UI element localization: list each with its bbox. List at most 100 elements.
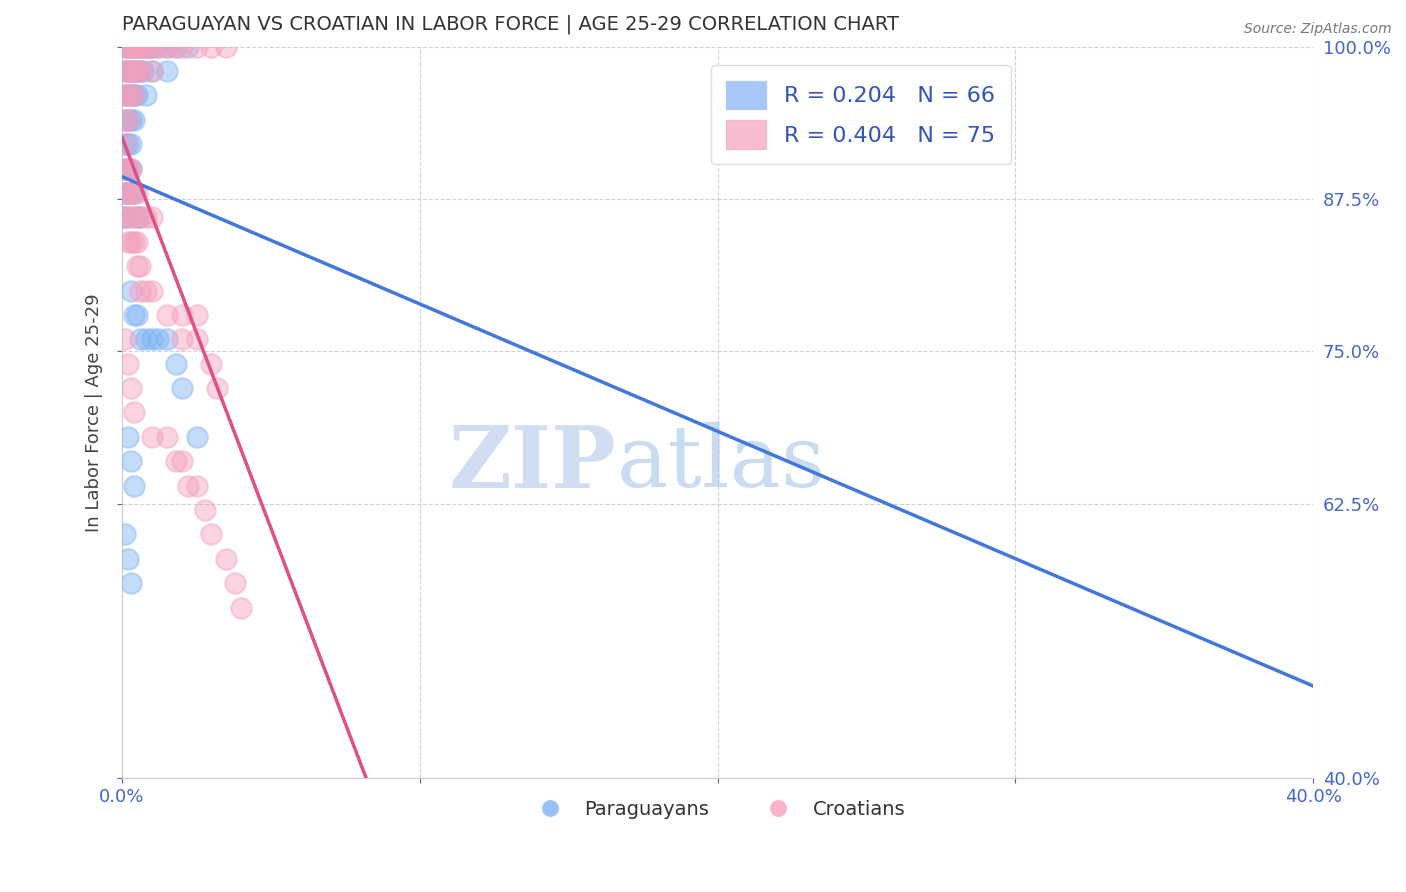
Point (170, 39, 193, 54)
Text: Source: ZipAtlas.com: Source: ZipAtlas.com (1244, 22, 1392, 37)
Point (141, 64, 163, 78)
Point (117, 137, 139, 152)
Point (156, 308, 179, 322)
Point (141, 211, 163, 225)
Point (120, 161, 142, 176)
Point (129, 284, 152, 298)
Point (141, 64, 163, 78)
Point (120, 39, 142, 54)
Point (141, 430, 163, 444)
Point (135, 88, 157, 103)
Point (132, 64, 155, 78)
Point (165, 39, 187, 54)
Point (146, 332, 169, 346)
Point (135, 211, 157, 225)
Point (122, 308, 145, 322)
Point (125, 211, 148, 225)
Point (117, 430, 139, 444)
Point (186, 332, 208, 346)
Point (125, 39, 148, 54)
Point (117, 186, 139, 200)
Point (122, 39, 145, 54)
Point (114, 527, 136, 541)
Point (129, 211, 152, 225)
Point (120, 576, 142, 591)
Point (135, 39, 157, 54)
Point (186, 430, 208, 444)
Point (129, 332, 152, 346)
Point (120, 64, 142, 78)
Point (165, 39, 187, 54)
Point (114, 211, 136, 225)
Point (132, 39, 155, 54)
Point (215, 551, 238, 566)
Point (122, 211, 145, 225)
Point (114, 161, 136, 176)
Point (176, 39, 198, 54)
Point (129, 39, 152, 54)
Point (117, 64, 139, 78)
Point (122, 235, 145, 249)
Point (125, 235, 148, 249)
Point (129, 39, 152, 54)
Point (114, 332, 136, 346)
Point (129, 211, 152, 225)
Point (156, 64, 179, 78)
Point (135, 332, 157, 346)
Point (114, 112, 136, 127)
Point (117, 235, 139, 249)
Point (200, 357, 222, 371)
Point (170, 454, 193, 468)
Point (122, 39, 145, 54)
Point (114, 186, 136, 200)
Point (125, 39, 148, 54)
Point (176, 478, 198, 492)
Point (125, 259, 148, 273)
Point (120, 112, 142, 127)
Point (120, 381, 142, 395)
Text: ZIP: ZIP (449, 422, 616, 506)
Point (120, 211, 142, 225)
Point (114, 161, 136, 176)
Point (129, 259, 152, 273)
Point (117, 186, 139, 200)
Point (117, 161, 139, 176)
Point (231, 600, 253, 615)
Point (117, 88, 139, 103)
Point (129, 64, 152, 78)
Point (215, 39, 238, 54)
Point (117, 39, 139, 54)
Point (156, 39, 179, 54)
Point (114, 137, 136, 152)
Point (122, 186, 145, 200)
Text: PARAGUAYAN VS CROATIAN IN LABOR FORCE | AGE 25-29 CORRELATION CHART: PARAGUAYAN VS CROATIAN IN LABOR FORCE | … (122, 15, 898, 35)
Point (120, 186, 142, 200)
Point (114, 88, 136, 103)
Point (141, 39, 163, 54)
Point (170, 381, 193, 395)
Point (224, 576, 246, 591)
Point (114, 64, 136, 78)
Point (117, 357, 139, 371)
Point (125, 88, 148, 103)
Point (146, 39, 169, 54)
Point (114, 64, 136, 78)
Point (170, 332, 193, 346)
Point (117, 186, 139, 200)
Point (186, 39, 208, 54)
Point (120, 64, 142, 78)
Y-axis label: In Labor Force | Age 25-29: In Labor Force | Age 25-29 (86, 293, 103, 532)
Point (138, 39, 160, 54)
Point (122, 405, 145, 419)
Point (165, 454, 187, 468)
Point (125, 64, 148, 78)
Point (114, 137, 136, 152)
Point (156, 332, 179, 346)
Point (120, 88, 142, 103)
Point (186, 308, 208, 322)
Legend: Paraguayans, Croatians: Paraguayans, Croatians (523, 792, 912, 827)
Point (120, 39, 142, 54)
Point (122, 64, 145, 78)
Point (117, 112, 139, 127)
Point (125, 186, 148, 200)
